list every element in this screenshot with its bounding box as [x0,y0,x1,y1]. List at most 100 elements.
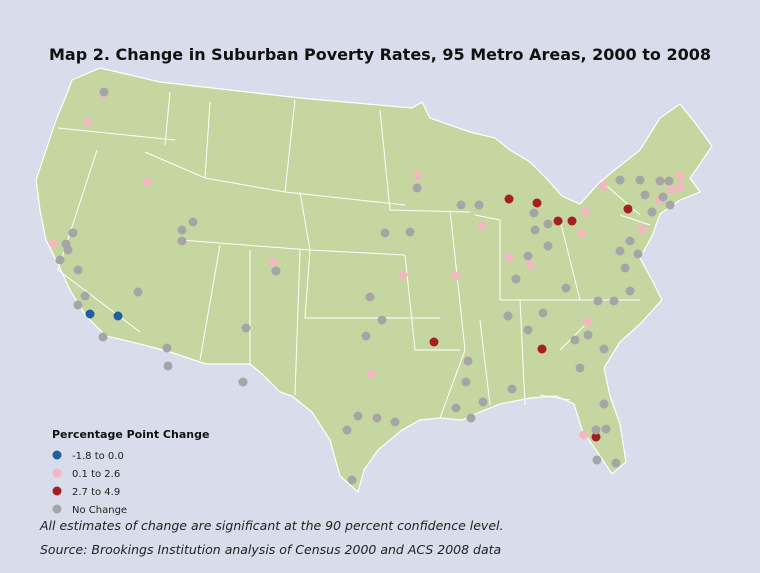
metro-dot [507,384,517,394]
metro-dot [390,417,400,427]
metro-dot [48,238,58,248]
metro-dot [73,265,83,275]
metro-dot [398,270,408,280]
metro-dot [466,413,476,423]
metro-dot [593,296,603,306]
metro-dot [537,344,547,354]
map-title: Map 2. Change in Suburban Poverty Rates,… [49,45,711,64]
metro-dot [511,274,521,284]
metro-dot [429,337,439,347]
metro-dot [599,399,609,409]
metro-dot [611,458,621,468]
legend-swatch [52,468,62,478]
note: All estimates of change are significant … [39,518,503,533]
metro-dot [413,170,423,180]
metro-dot [655,176,665,186]
legend-swatch [52,504,62,514]
metro-dot [553,216,563,226]
legend-label: 0.1 to 2.6 [72,469,120,480]
metro-dot [561,283,571,293]
metro-dot [592,455,602,465]
metro-dot [570,335,580,345]
metro-dot [523,251,533,261]
metro-dot [577,228,587,238]
metro-dot [623,204,633,214]
metro-dot [238,377,248,387]
metro-dot [583,330,593,340]
metro-dot [640,190,650,200]
metro-dot [591,425,601,435]
metro-dot [504,252,514,262]
metro-dot [372,413,382,423]
metro-dot [241,323,251,333]
metro-dot [579,430,589,440]
metro-dot [456,200,466,210]
metro-dot [633,249,643,259]
metro-dot [615,175,625,185]
metro-dot [68,228,78,238]
metro-dot [658,192,668,202]
metro-dot [543,241,553,251]
metro-dot [625,286,635,296]
metro-dot [380,228,390,238]
legend-title: Percentage Point Change [52,428,209,441]
metro-dot [177,225,187,235]
state-lines [57,91,651,419]
metro-dot [635,175,645,185]
metro-dot [609,296,619,306]
metro-dot [615,246,625,256]
metro-dot [73,300,83,310]
metro-dot [99,87,109,97]
metro-dot [591,432,601,442]
metro-dot [63,245,73,255]
metro-dot [268,257,278,267]
source: Source: Brookings Institution analysis o… [40,542,501,557]
metro-dot [532,198,542,208]
metro-dot [347,475,357,485]
metro-dot [675,182,685,192]
metro-dot [567,216,577,226]
legend-swatch [52,450,62,460]
metro-dot [405,227,415,237]
metro-dot [474,200,484,210]
legend-swatch [52,486,62,496]
metro-dot [647,207,657,217]
metro-dot [463,356,473,366]
metro-dot [342,425,352,435]
metro-dot [367,369,377,379]
metro-dot [582,317,592,327]
metro-dot [98,332,108,342]
metro-dot [543,219,553,229]
metro-dot [361,331,371,341]
metro-dot [177,236,187,246]
metro-dot [523,325,533,335]
metro-dot [85,309,95,319]
legend-label: 2.7 to 4.9 [72,487,120,498]
metro-dot [664,176,674,186]
metro-dot [625,236,635,246]
metro-dot [412,183,422,193]
metro-dot [83,117,93,127]
legend-label: -1.8 to 0.0 [72,451,124,462]
metro-dot [529,208,539,218]
metro-dot [538,308,548,318]
metro-dot [598,181,608,191]
metro-dot [599,344,609,354]
metro-dot [133,287,143,297]
metro-dot [581,207,591,217]
metro-dot [477,221,487,231]
metro-dot [503,311,513,321]
metro-dot [451,403,461,413]
metro-dot [504,194,514,204]
metro-dot [601,424,611,434]
metro-dot [377,315,387,325]
legend-label: No Change [72,505,127,516]
metro-dot [143,177,153,187]
metro-dot [525,260,535,270]
legend: -1.8 to 0.0 0.1 to 2.6 2.7 to 4.9 No Change [52,450,127,516]
metro-dot [188,217,198,227]
metro-dot [451,271,461,281]
metro-dot [80,291,90,301]
